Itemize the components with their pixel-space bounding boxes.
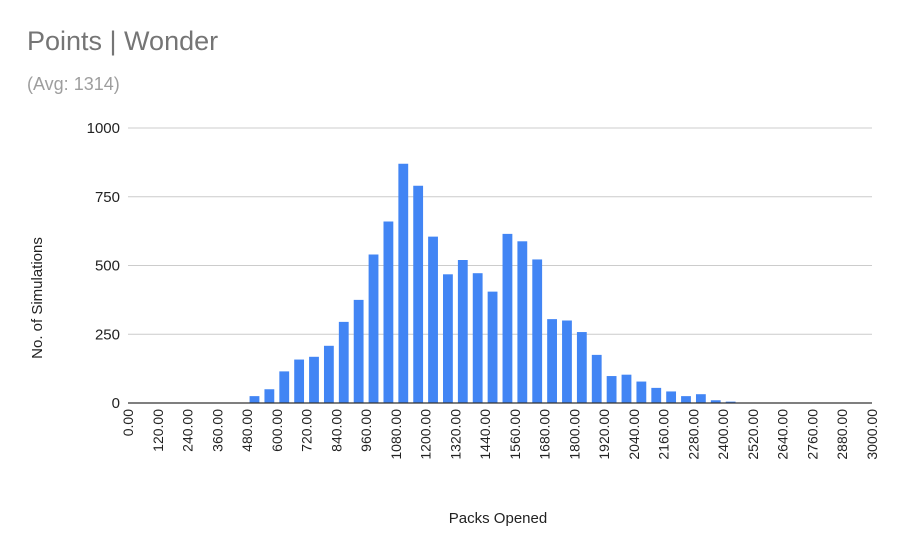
x-tick-label: 480.00 (239, 409, 255, 452)
x-tick-label: 3000.00 (864, 409, 880, 460)
x-tick-label: 2040.00 (626, 409, 642, 460)
bar (532, 259, 543, 403)
bar (487, 291, 498, 404)
x-tick-label: 1680.00 (537, 409, 553, 460)
x-tick-label: 0.00 (120, 409, 136, 436)
x-tick-label: 120.00 (150, 409, 166, 452)
bar (725, 401, 736, 404)
axes: 0 250 500 750 1000 0.00 120.00 240.00 360.00 480.… (87, 120, 880, 460)
bar (457, 260, 468, 403)
x-tick-label: 1560.00 (507, 409, 523, 460)
x-tick-label: 720.00 (299, 409, 315, 452)
x-tick-label: 1440.00 (477, 409, 493, 460)
bar (353, 299, 364, 404)
x-tick-label: 360.00 (209, 409, 225, 452)
y-axis-label: No. of Simulations (29, 237, 46, 359)
bar (368, 254, 379, 403)
bar (576, 332, 587, 403)
x-tick-label: 2400.00 (715, 409, 731, 460)
x-tick-label: 2880.00 (834, 409, 850, 460)
bar (636, 381, 647, 403)
bar (681, 396, 691, 404)
bar (517, 241, 528, 403)
bar (428, 236, 438, 404)
x-tick-label: 2160.00 (656, 409, 672, 460)
bar (472, 273, 483, 403)
bar (383, 221, 394, 403)
bar (309, 356, 319, 403)
bar (606, 376, 617, 403)
bar (338, 321, 349, 404)
x-tick-label: 1920.00 (596, 409, 612, 460)
bar (621, 374, 632, 403)
bar (294, 359, 305, 403)
bar (666, 391, 677, 403)
x-tick-label: 600.00 (269, 409, 285, 452)
bar (591, 354, 602, 404)
chart-subtitle: (Avg: 1314) (27, 74, 120, 94)
x-tick-label: 1320.00 (447, 409, 463, 460)
bar (651, 387, 662, 404)
x-tick-label: 1080.00 (388, 409, 404, 460)
bar (562, 320, 572, 403)
bar (710, 400, 721, 403)
gridlines (128, 127, 872, 335)
bar (443, 274, 453, 403)
y-tick-label: 750 (95, 189, 120, 206)
x-tick-label: 2760.00 (804, 409, 820, 460)
bar (413, 185, 424, 403)
x-tick-label: 1800.00 (566, 409, 582, 460)
y-tick-label: 1000 (87, 120, 120, 137)
x-tick-label: 1200.00 (418, 409, 434, 460)
x-tick-label: 2280.00 (685, 409, 701, 460)
y-tick-label: 250 (95, 326, 120, 343)
y-tick-label: 0 (112, 395, 120, 412)
x-tick-label: 2640.00 (775, 409, 791, 460)
bar (547, 319, 557, 404)
bar (279, 371, 290, 404)
x-tick-label: 2520.00 (745, 409, 761, 460)
x-tick-label: 960.00 (358, 409, 374, 452)
y-tick-label: 500 (95, 258, 120, 275)
x-axis-label: Packs Opened (449, 510, 547, 527)
bar (398, 163, 409, 403)
bars (249, 163, 736, 404)
x-tick-label: 840.00 (328, 409, 344, 452)
chart-title: Points | Wonder (27, 26, 219, 56)
bar (264, 389, 275, 403)
x-tick-label: 240.00 (180, 409, 196, 452)
bar (249, 396, 260, 404)
bar (323, 345, 334, 403)
bar (502, 233, 513, 404)
bar (695, 394, 706, 403)
